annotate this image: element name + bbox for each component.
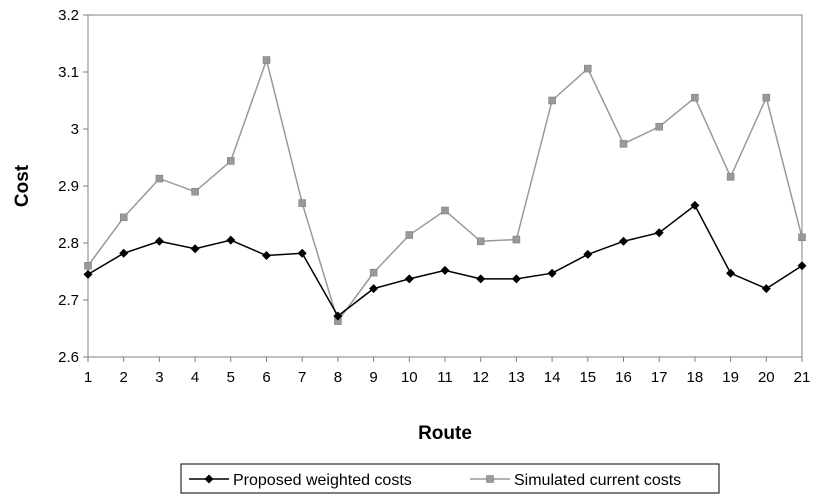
data-point-proposed: [262, 251, 271, 261]
x-tick-label: 3: [155, 369, 163, 386]
data-point-proposed: [511, 274, 521, 284]
plot-area: [87, 14, 803, 358]
legend-label-simulated: Simulated current costs: [514, 472, 681, 489]
data-point-proposed: [761, 284, 771, 294]
y-tick-label: 2.8: [58, 235, 79, 252]
data-point-proposed: [547, 268, 557, 278]
legend-label-proposed: Proposed weighted costs: [233, 472, 412, 489]
data-point-proposed: [369, 284, 379, 294]
data-point-simulated: [119, 213, 128, 222]
data-point-proposed: [440, 265, 450, 275]
data-point-simulated: [655, 122, 663, 131]
data-point-proposed: [404, 274, 414, 284]
x-axis-title: Route: [418, 423, 472, 444]
y-axis: 2.6 2.7 2.8 2.9 3 3.1 3.2: [58, 7, 88, 366]
data-point-simulated: [405, 231, 414, 239]
data-point-simulated: [798, 233, 806, 242]
data-point-simulated: [584, 64, 592, 73]
legend: Proposed weighted costs Simulated curren…: [180, 463, 720, 494]
x-axis: 1 2 3 4 5 6 7 8 9 10 11 12 13 14 15 16 17 18 19 20 21: [84, 357, 811, 386]
x-tick-label: 6: [262, 369, 270, 386]
data-point-proposed: [119, 248, 129, 258]
legend-box: [180, 463, 720, 494]
data-point-simulated: [369, 268, 378, 277]
x-tick-label: 14: [544, 369, 561, 386]
data-point-simulated: [155, 174, 164, 183]
data-point-simulated: [262, 56, 271, 64]
data-point-simulated: [191, 187, 199, 196]
data-point-proposed: [726, 268, 736, 278]
x-tick-label: 11: [437, 369, 453, 386]
data-point-simulated: [84, 262, 92, 270]
data-point-simulated: [619, 140, 628, 148]
data-point-simulated: [476, 237, 485, 246]
data-point-proposed: [619, 236, 628, 246]
x-tick-label: 19: [722, 369, 739, 386]
y-tick-label: 3.2: [58, 7, 79, 24]
x-tick-label: 13: [508, 369, 525, 386]
y-tick-label: 2.9: [58, 178, 79, 195]
x-tick-label: 10: [401, 369, 418, 386]
data-point-proposed: [83, 269, 93, 279]
data-point-simulated: [726, 173, 735, 181]
data-point-proposed: [297, 248, 307, 258]
y-tick-label: 3.1: [58, 64, 79, 81]
y-tick-label: 2.7: [58, 292, 79, 309]
data-point-proposed: [333, 311, 343, 321]
data-point-simulated: [548, 96, 556, 105]
data-point-proposed: [476, 274, 486, 284]
legend-swatch-marker-simulated: [486, 475, 494, 483]
x-tick-label: 21: [794, 369, 811, 386]
x-tick-label: 15: [579, 369, 596, 386]
x-tick-label: 1: [84, 369, 92, 386]
data-point-proposed: [583, 249, 593, 259]
y-tick-label: 3: [71, 121, 79, 138]
x-tick-label: 20: [758, 369, 775, 386]
x-tick-label: 12: [472, 369, 489, 386]
x-tick-label: 8: [334, 369, 342, 386]
data-point-proposed: [154, 236, 164, 246]
x-tick-label: 7: [298, 369, 306, 386]
y-axis-title: Cost: [12, 164, 33, 207]
y-tick-label: 2.6: [58, 349, 79, 366]
legend-swatch-marker-proposed: [204, 474, 214, 484]
x-tick-label: 4: [191, 369, 199, 386]
data-point-proposed: [690, 200, 700, 210]
data-point-simulated: [512, 235, 521, 244]
data-point-simulated: [691, 93, 699, 102]
series-layer: [83, 56, 807, 325]
x-tick-label: 17: [651, 369, 668, 386]
data-point-proposed: [797, 261, 807, 271]
data-point-proposed: [190, 244, 200, 254]
data-point-simulated: [298, 199, 306, 207]
data-point-simulated: [227, 157, 235, 165]
data-point-proposed: [654, 228, 664, 238]
data-point-proposed: [226, 235, 236, 245]
x-tick-label: 18: [687, 369, 704, 386]
data-point-simulated: [441, 206, 449, 215]
x-tick-label: 2: [120, 369, 128, 386]
x-tick-label: 16: [615, 369, 632, 386]
x-tick-label: 5: [227, 369, 235, 386]
x-tick-label: 9: [369, 369, 377, 386]
data-point-simulated: [762, 93, 771, 102]
